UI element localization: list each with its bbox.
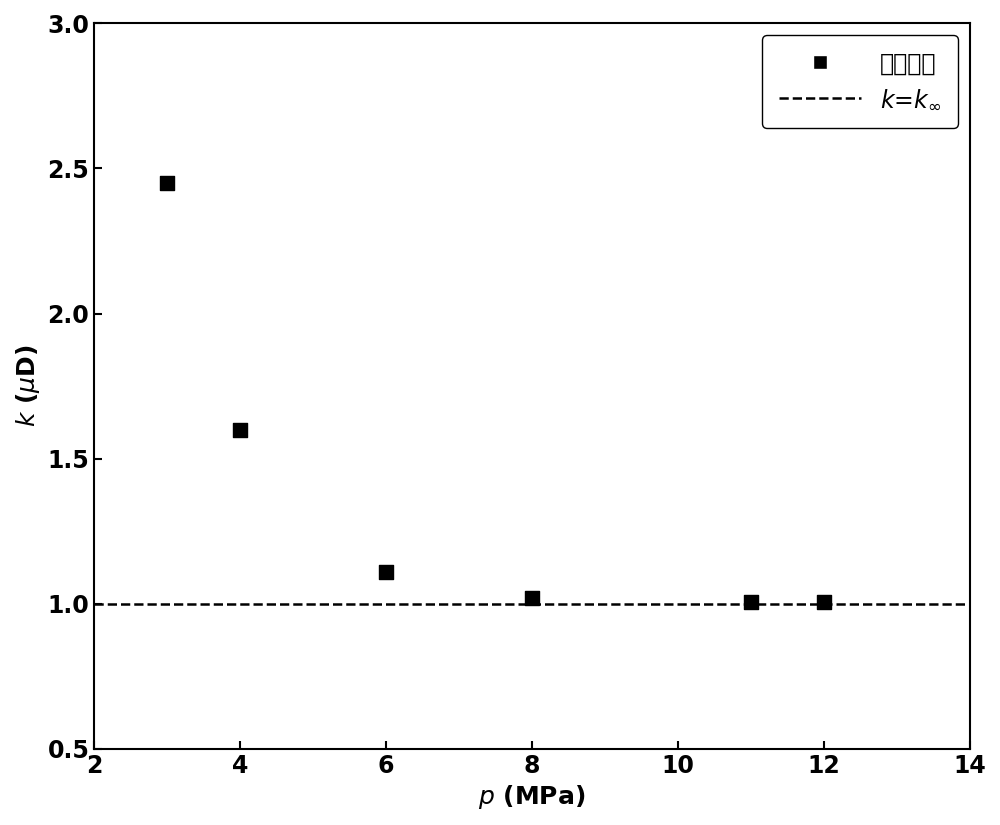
X-axis label: $\mathit{p}$ (MPa): $\mathit{p}$ (MPa) [478,783,586,811]
Point [816,596,832,609]
Legend: 试验数据, $\mathit{k}$=$\mathit{k}_\infty$: 试验数据, $\mathit{k}$=$\mathit{k}_\infty$ [762,35,958,128]
Point [232,423,248,436]
Point [524,592,540,605]
Y-axis label: $\mathit{k}$ ($\mu$D): $\mathit{k}$ ($\mu$D) [14,345,42,427]
Point [159,177,175,190]
Point [743,596,759,609]
Point [378,565,394,578]
